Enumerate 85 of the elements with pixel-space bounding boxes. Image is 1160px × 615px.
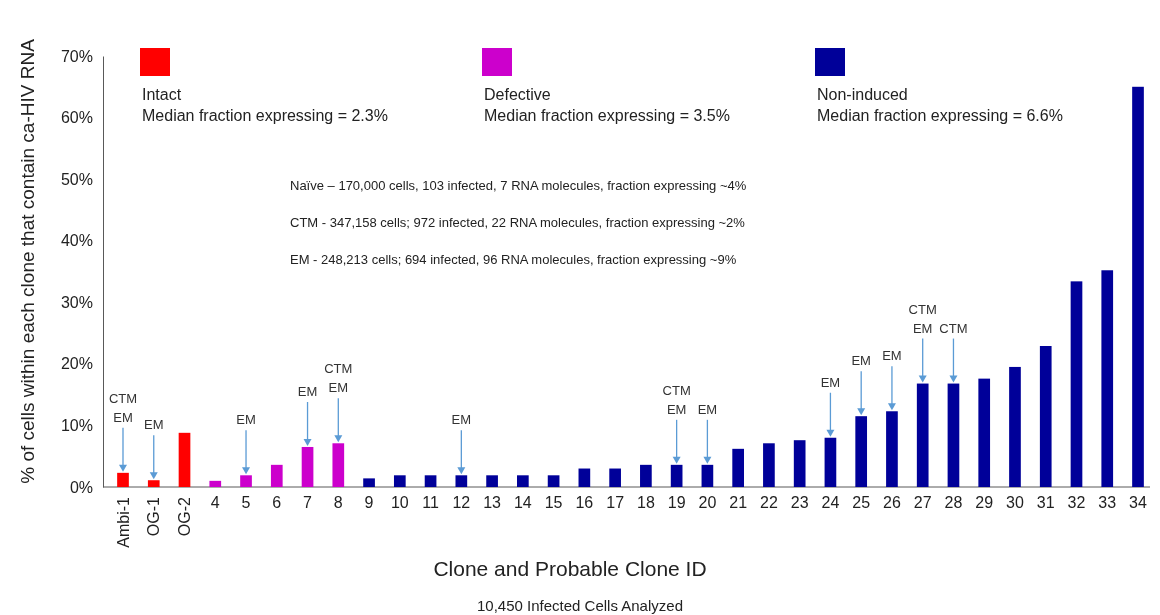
annotation: CTM EM bbox=[908, 301, 937, 336]
x-tick-label: 14 bbox=[513, 494, 532, 512]
annotation: CTM bbox=[939, 320, 968, 336]
bar bbox=[270, 464, 283, 487]
x-tick-label: 7 bbox=[303, 494, 313, 512]
y-tick-label: 70% bbox=[60, 47, 93, 65]
x-tick-label: 27 bbox=[913, 494, 932, 512]
x-tick-label: 6 bbox=[272, 494, 282, 512]
x-tick-label: 12 bbox=[452, 494, 471, 512]
x-tick-label: 21 bbox=[729, 494, 748, 512]
x-tick-label: 26 bbox=[883, 494, 901, 512]
bar bbox=[609, 468, 621, 487]
bar bbox=[978, 378, 991, 487]
annotation: EM bbox=[236, 412, 256, 428]
bar bbox=[732, 448, 744, 487]
x-tick-label: 30 bbox=[1006, 494, 1024, 512]
x-tick-label: 32 bbox=[1067, 494, 1086, 512]
bar bbox=[640, 464, 652, 487]
annotation: CTM - 347,158 cells; 972 infected, 22 RNA molecules, fraction expressing ~2% bbox=[290, 215, 746, 230]
x-tick-label: 34 bbox=[1129, 494, 1147, 512]
bar bbox=[793, 440, 806, 487]
x-tick-label: 20 bbox=[698, 494, 717, 512]
x-tick-label: 19 bbox=[667, 494, 686, 512]
x-tick-label: 25 bbox=[852, 494, 871, 512]
annotation: EM bbox=[297, 383, 318, 399]
annotation: EM - 248,213 cells; 694 infected, 96 RNA molecules, fraction expressing ~9% bbox=[290, 252, 737, 267]
bar bbox=[517, 475, 529, 487]
bar bbox=[1009, 366, 1021, 487]
bar bbox=[363, 478, 375, 487]
y-tick-label: 20% bbox=[60, 355, 93, 373]
bar bbox=[1101, 270, 1114, 487]
bar bbox=[486, 475, 498, 487]
bar bbox=[178, 432, 191, 487]
annotation: CTM EM bbox=[108, 390, 138, 425]
bar bbox=[1039, 346, 1052, 487]
bar bbox=[1070, 281, 1083, 487]
y-axis-title: % of cells within each clone that contain ca-HIV RNA bbox=[17, 38, 38, 484]
y-tick-label: 30% bbox=[60, 293, 93, 311]
annotation: EM bbox=[697, 401, 718, 417]
x-tick-label: 5 bbox=[241, 494, 251, 512]
x-tick-label: 33 bbox=[1098, 494, 1117, 512]
x-tick-label: 22 bbox=[760, 494, 778, 512]
legend-label: Non-induced Median fraction expressing = 6.6% bbox=[817, 86, 1063, 124]
x-tick-label: 16 bbox=[575, 494, 594, 512]
annotation: Naïve – 170,000 cells, 103 infected, 7 RNA molecules, fraction expressing ~4% bbox=[290, 178, 747, 193]
x-tick-label: 17 bbox=[606, 494, 625, 512]
x-tick-label: 31 bbox=[1036, 494, 1055, 512]
x-tick-label: 13 bbox=[483, 494, 502, 512]
legend-label: Intact Median fraction expressing = 2.3% bbox=[142, 86, 388, 124]
x-tick-label: 29 bbox=[975, 494, 994, 512]
annotation: EM bbox=[144, 417, 164, 433]
x-tick-label: Ambi-1 bbox=[114, 496, 132, 548]
y-tick-label: 10% bbox=[60, 417, 93, 435]
bar bbox=[763, 443, 775, 487]
x-tick-label: 18 bbox=[636, 494, 655, 512]
x-tick-label: OG-1 bbox=[145, 496, 163, 537]
bar bbox=[209, 480, 222, 487]
annotation: EM bbox=[882, 348, 902, 364]
bar bbox=[1132, 86, 1144, 487]
x-tick-label: 24 bbox=[821, 494, 840, 512]
x-tick-label: 10 bbox=[390, 494, 409, 512]
x-tick-label: 15 bbox=[544, 494, 563, 512]
x-tick-label: 11 bbox=[422, 494, 439, 512]
y-tick-label: 60% bbox=[60, 109, 93, 127]
bar bbox=[578, 468, 591, 487]
y-tick-label: 40% bbox=[60, 232, 93, 250]
x-tick-label: 8 bbox=[333, 494, 343, 512]
x-tick-label: 9 bbox=[364, 494, 374, 512]
x-axis-title: Clone and Probable Clone ID bbox=[433, 557, 707, 580]
text: 10,450 Infected Cells Analyzed bbox=[477, 597, 683, 614]
annotation: EM bbox=[820, 374, 841, 390]
y-tick-label: 0% bbox=[69, 478, 93, 496]
bar bbox=[393, 475, 406, 487]
x-tick-label: OG-2 bbox=[176, 496, 194, 537]
annotation: EM bbox=[451, 412, 472, 428]
legend-label: Defective Median fraction expressing = 3.5% bbox=[484, 86, 730, 124]
annotation: EM bbox=[851, 353, 871, 369]
x-tick-label: 23 bbox=[790, 494, 809, 512]
y-tick-label: 50% bbox=[60, 170, 93, 188]
x-tick-label: 4 bbox=[210, 494, 220, 512]
annotation: CTM EM bbox=[662, 382, 691, 417]
annotation: CTM EM bbox=[324, 361, 353, 396]
bar bbox=[424, 475, 437, 487]
bar bbox=[547, 475, 560, 487]
x-tick-label: 28 bbox=[944, 494, 963, 512]
